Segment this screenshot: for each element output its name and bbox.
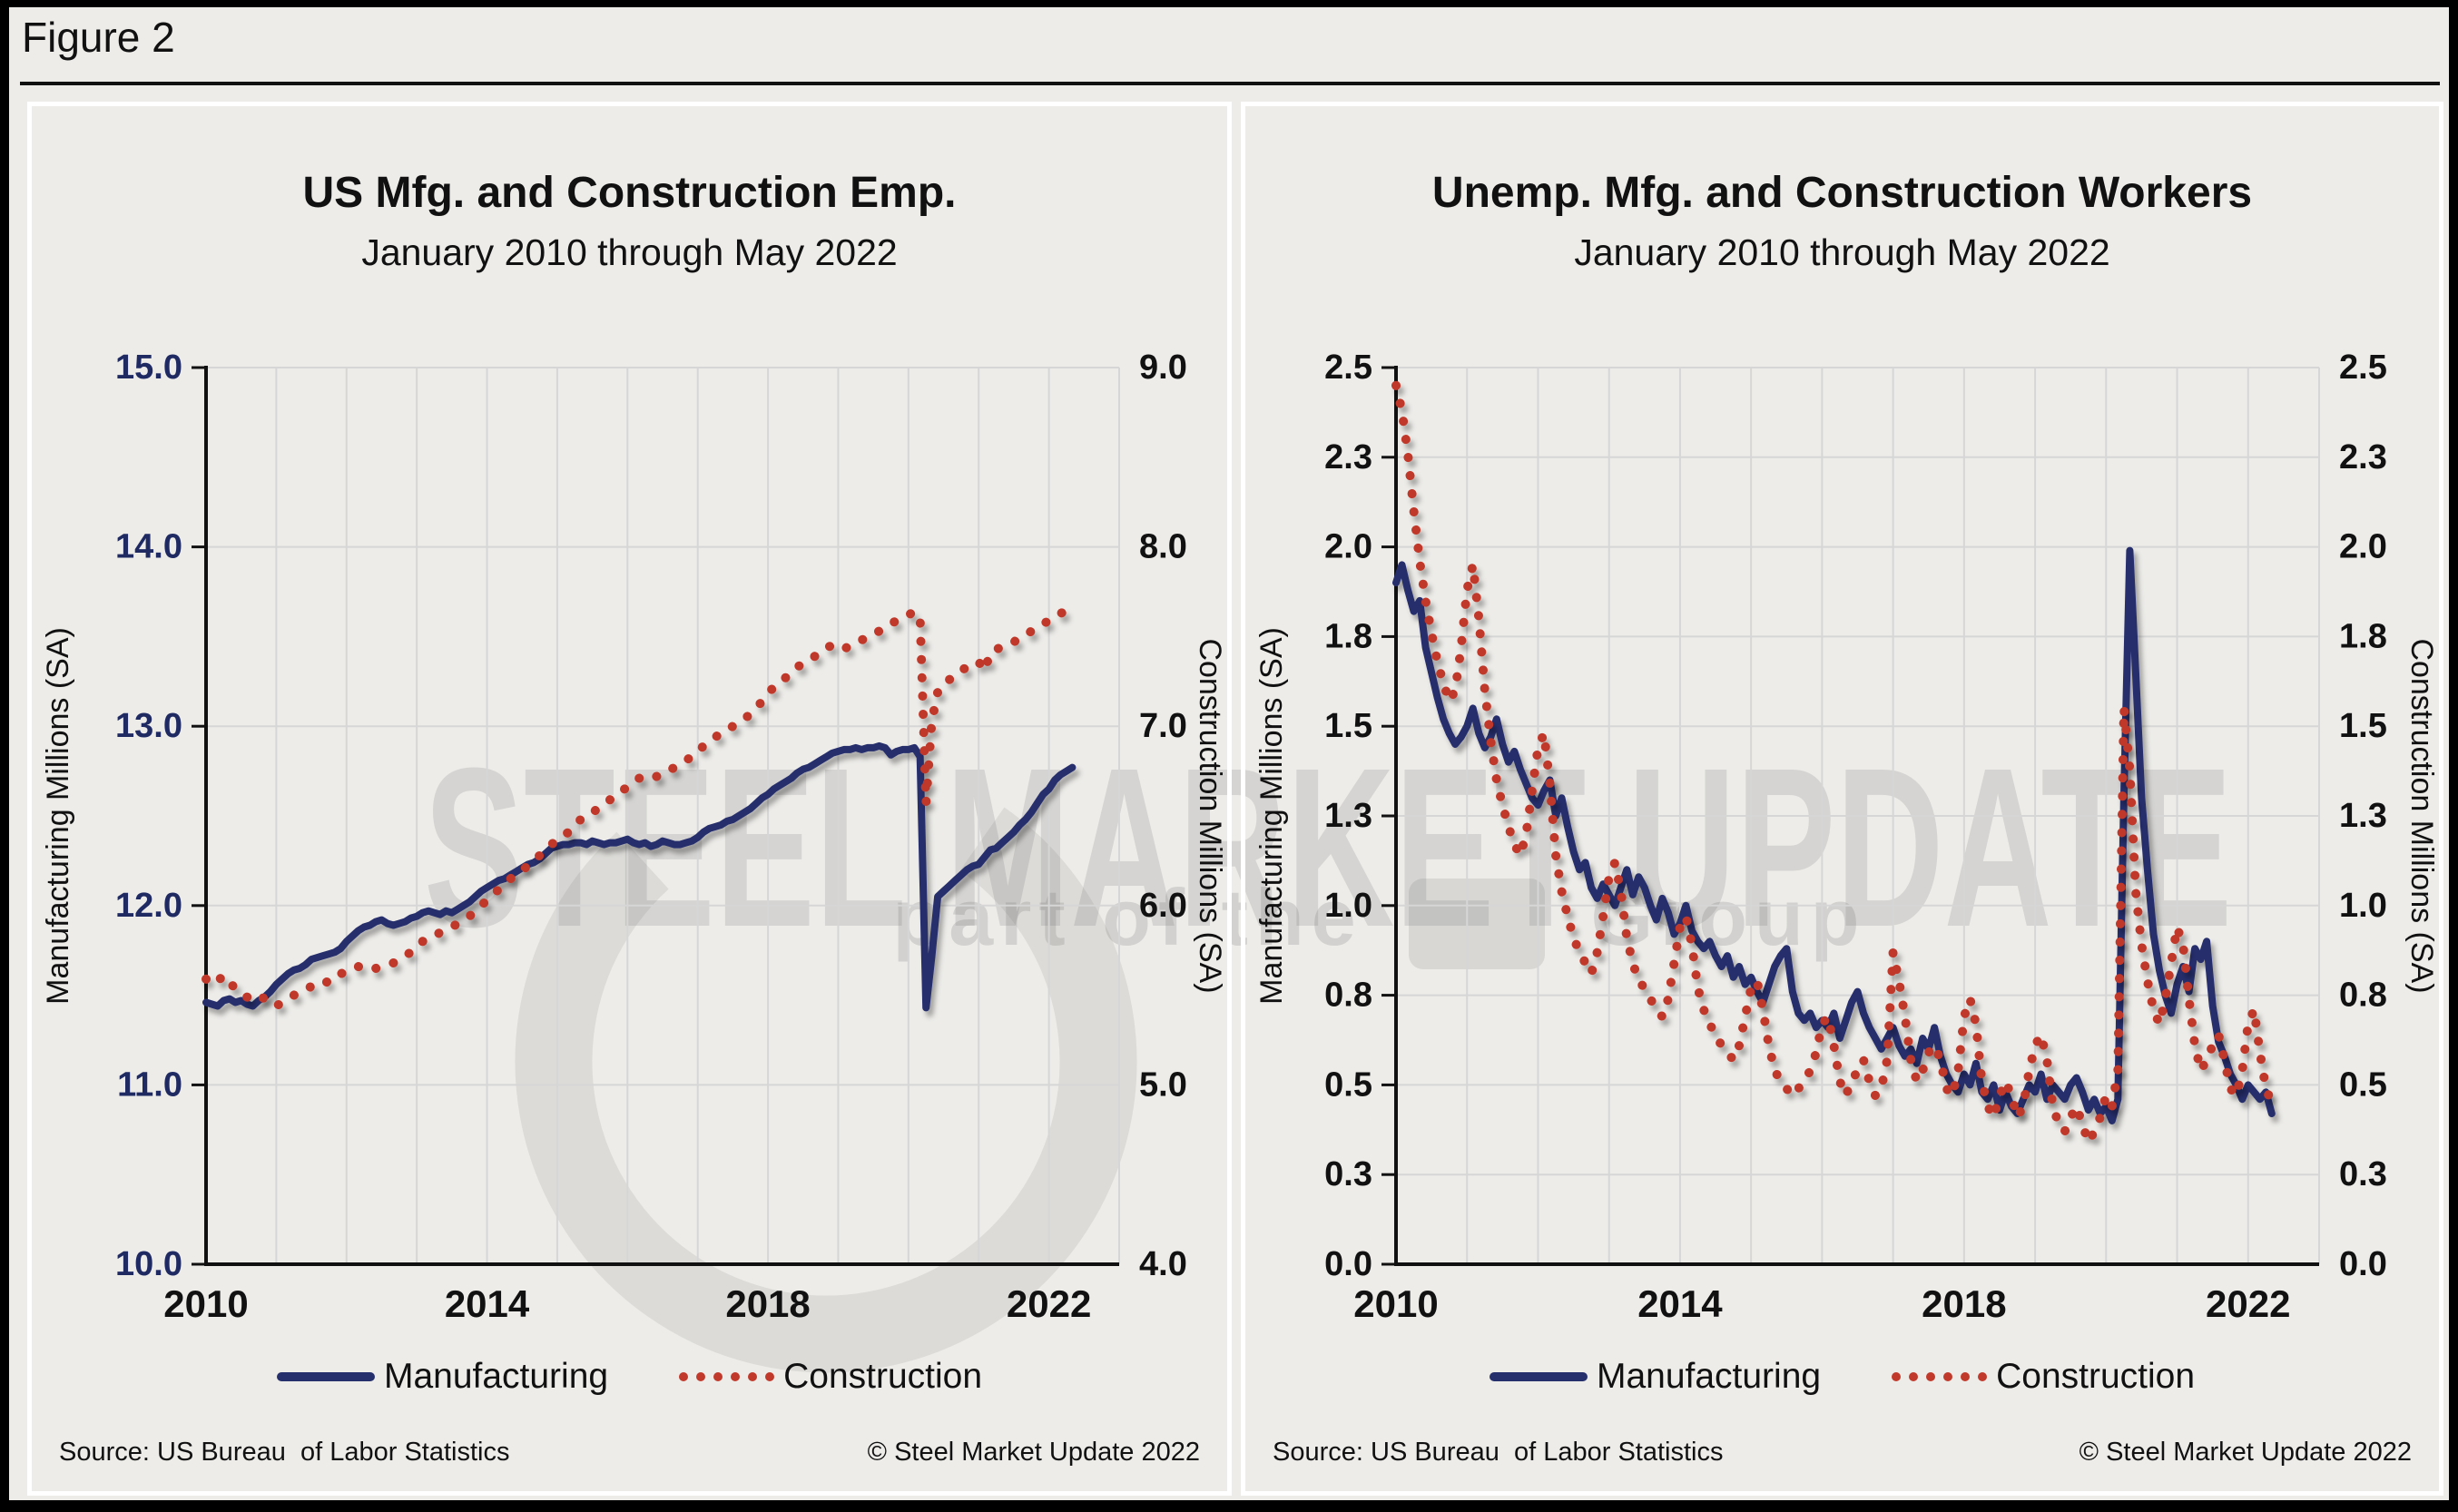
left-axis-tick-label: 0.8 (1324, 977, 1372, 1015)
employment-chart-panel: US Mfg. and Construction Emp. January 20… (27, 102, 1232, 1496)
left-axis-title: Manufacturing Millions (SA) (41, 627, 75, 1005)
legend-item-construction: Construction (1892, 1357, 2195, 1397)
x-axis-tick-label: 2010 (163, 1282, 248, 1325)
left-axis-title: Manufacturing Millions (SA) (1254, 627, 1289, 1005)
right-axis-tick-label: 0.0 (2339, 1245, 2387, 1283)
right-axis-tick-label: 6.0 (1139, 887, 1187, 925)
right-axis-tick-label: 8.0 (1139, 528, 1187, 566)
x-axis-tick-label: 2022 (2206, 1282, 2290, 1325)
right-axis-tick-label: 1.3 (2339, 797, 2387, 835)
right-axis-tick-label: 1.0 (2339, 887, 2387, 925)
manufacturing-series-line (202, 741, 1077, 1012)
construction-series-line (202, 603, 1077, 1011)
source-text: Source: US Bureau of Labor Statistics (59, 1438, 510, 1467)
left-axis-tick-label: 11.0 (117, 1065, 182, 1104)
right-axis-tick-label: 9.0 (1139, 349, 1187, 387)
left-axis-tick-label: 0.0 (1324, 1245, 1372, 1283)
legend-label: Manufacturing (383, 1357, 609, 1396)
source-text: Source: US Bureau of Labor Statistics (1273, 1438, 1724, 1467)
source-row: Source: US Bureau of Labor Statistics © … (1273, 1438, 2412, 1468)
left-axis-tick-label: 2.5 (1324, 349, 1372, 387)
x-axis-tick-label: 2018 (1922, 1282, 2006, 1325)
right-axis-title: Construction Millions (SA) (1193, 638, 1227, 993)
legend-item-construction: Construction (679, 1357, 982, 1397)
right-axis-tick-label: 1.8 (2339, 617, 2387, 655)
right-axis-tick-label: 1.5 (2339, 707, 2387, 745)
right-axis-title: Construction Millions (SA) (2404, 638, 2439, 993)
left-axis-tick-label: 14.0 (115, 528, 182, 566)
chart-subtitle: January 2010 through May 2022 (1574, 231, 2110, 273)
right-axis-tick-label: 0.8 (2339, 977, 2387, 1015)
left-axis-tick-label: 15.0 (115, 349, 182, 387)
legend: Manufacturing Construction (1245, 1357, 2439, 1397)
legend: Manufacturing Construction (32, 1357, 1227, 1397)
unemployment-chart-panel: Unemp. Mfg. and Construction Workers Jan… (1241, 102, 2443, 1496)
construction-dotted-swatch (1892, 1372, 1988, 1381)
construction-dotted-swatch (679, 1372, 775, 1381)
chart-title: US Mfg. and Construction Emp. (302, 169, 957, 217)
right-axis-tick-label: 5.0 (1139, 1065, 1187, 1104)
left-axis-tick-label: 13.0 (115, 707, 182, 745)
left-axis-tick-label: 1.0 (1324, 887, 1372, 925)
legend-item-manufacturing: Manufacturing (1489, 1357, 1822, 1397)
right-axis-tick-label: 0.3 (2339, 1155, 2387, 1193)
right-axis-tick-label: 4.0 (1139, 1245, 1187, 1283)
legend-label: Manufacturing (1596, 1357, 1822, 1396)
x-axis-tick-label: 2022 (1007, 1282, 1091, 1325)
right-axis-tick-label: 0.5 (2339, 1065, 2387, 1104)
construction-series-line (1391, 380, 2276, 1147)
unemployment-plot-area: 0.0 0.3 0.5 0.8 1.0 1.3 1.5 1.8 2.0 2.3 2.5 0.0 0.3 0… (1254, 349, 2439, 1325)
left-axis-tick-label: 2.3 (1324, 438, 1372, 476)
x-axis-tick-label: 2010 (1353, 1282, 1438, 1325)
manufacturing-line-swatch (276, 1372, 375, 1381)
left-axis-tick-label: 1.8 (1324, 617, 1372, 655)
left-axis-tick-label: 10.0 (115, 1245, 182, 1283)
figure-label: Figure 2 (22, 14, 175, 61)
employment-plot-area: 10.0 11.0 12.0 13.0 14.0 15.0 4.0 5.0 6.0 7.0 8.0 9… (41, 349, 1227, 1325)
x-axis-tick-label: 2014 (1637, 1282, 1723, 1325)
manufacturing-line-swatch (1489, 1372, 1588, 1381)
left-axis-tick-label: 12.0 (115, 887, 182, 925)
copyright-text: © Steel Market Update 2022 (867, 1438, 1200, 1467)
x-axis-tick-label: 2014 (445, 1282, 530, 1325)
left-axis-tick-label: 2.0 (1324, 528, 1372, 566)
x-axis-tick-label: 2018 (725, 1282, 810, 1325)
copyright-text: © Steel Market Update 2022 (2079, 1438, 2412, 1467)
source-row: Source: US Bureau of Labor Statistics © … (59, 1438, 1200, 1468)
left-axis-tick-label: 1.3 (1324, 797, 1372, 835)
right-axis-tick-label: 2.0 (2339, 528, 2387, 566)
figure-title-rule (20, 82, 2440, 85)
chart-subtitle: January 2010 through May 2022 (361, 231, 898, 273)
legend-label: Construction (783, 1357, 983, 1396)
right-axis-tick-label: 2.3 (2339, 438, 2387, 476)
chart-title: Unemp. Mfg. and Construction Workers (1431, 169, 2253, 217)
left-axis-tick-label: 1.5 (1324, 707, 1372, 745)
right-axis-tick-label: 2.5 (2339, 349, 2387, 387)
left-axis-tick-label: 0.3 (1324, 1155, 1372, 1193)
left-axis-tick-label: 0.5 (1324, 1065, 1372, 1104)
legend-label: Construction (1996, 1357, 2196, 1396)
right-axis-tick-label: 7.0 (1139, 707, 1187, 745)
legend-item-manufacturing: Manufacturing (276, 1357, 609, 1397)
